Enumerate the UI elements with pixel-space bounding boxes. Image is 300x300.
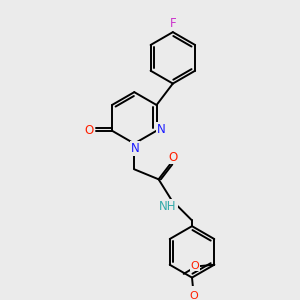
Text: O: O [190,291,198,300]
Text: O: O [191,261,200,271]
Text: N: N [130,142,139,155]
Text: NH: NH [159,200,177,213]
Text: F: F [169,17,176,30]
Text: O: O [85,124,94,137]
Text: N: N [157,123,166,136]
Text: O: O [168,151,178,164]
